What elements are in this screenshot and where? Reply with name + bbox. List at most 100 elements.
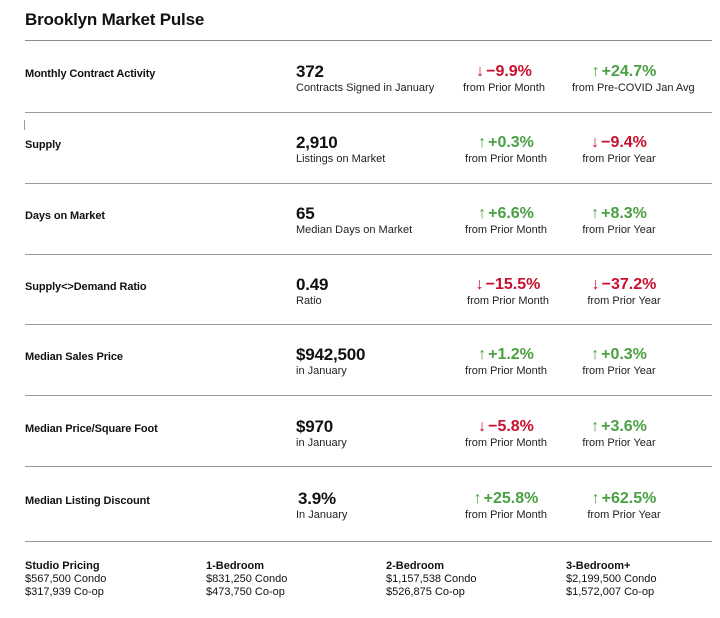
arrow-up-icon: ↑ bbox=[591, 346, 600, 363]
footer-condo-price: $567,500 Condo bbox=[25, 573, 107, 585]
metric-row-listing-discount: Median Listing Discount 3.9% In January … bbox=[0, 467, 720, 537]
metric-row-supply: Supply 2,910 Listings on Market ↑ +0.3% f… bbox=[0, 113, 720, 183]
footer-2-bedroom: 2-Bedroom $1,157,538 Condo $526,875 Co-o… bbox=[386, 560, 477, 599]
change-comparison: ↑ +0.3% from Prior Year bbox=[567, 345, 671, 378]
change-value: +62.5% bbox=[601, 490, 657, 507]
change-value: +25.8% bbox=[483, 490, 539, 507]
metric-subtext: Ratio bbox=[296, 295, 322, 307]
metric-subtext: Listings on Market bbox=[296, 153, 386, 165]
change-caption: from Pre-COVID Jan Avg bbox=[572, 82, 695, 94]
change-value: +8.3% bbox=[601, 205, 647, 222]
metric-subtext: Median Days on Market bbox=[296, 224, 413, 236]
footer-coop-price: $473,750 Co-op bbox=[206, 586, 285, 598]
footer-coop-price: $526,875 Co-op bbox=[386, 586, 465, 598]
change-caption: from Prior Year bbox=[582, 224, 656, 236]
change-caption: from Prior Month bbox=[463, 82, 545, 94]
arrow-up-icon: ↑ bbox=[473, 490, 482, 507]
change-prior-month: ↓ −15.5% from Prior Month bbox=[456, 275, 560, 308]
change-value: −15.5% bbox=[485, 276, 541, 293]
change-caption: from Prior Month bbox=[465, 224, 547, 236]
arrow-down-icon: ↓ bbox=[475, 276, 484, 293]
footer-heading: 1-Bedroom bbox=[206, 560, 265, 572]
footer-heading: 3-Bedroom+ bbox=[566, 560, 631, 572]
change-value: −9.4% bbox=[601, 134, 647, 151]
arrow-up-icon: ↑ bbox=[591, 418, 600, 435]
change-comparison: ↑ +8.3% from Prior Year bbox=[567, 204, 671, 237]
change-caption: from Prior Year bbox=[582, 437, 656, 449]
footer-heading: Studio Pricing bbox=[25, 560, 100, 572]
footer-condo-price: $2,199,500 Condo bbox=[566, 573, 657, 585]
change-comparison: ↓ −9.4% from Prior Year bbox=[567, 133, 671, 166]
change-prior-month: ↑ +25.8% from Prior Month bbox=[454, 489, 558, 522]
footer-coop-price: $1,572,007 Co-op bbox=[566, 586, 655, 598]
metric-label: Median Price/Square Foot bbox=[25, 423, 158, 435]
arrow-down-icon: ↓ bbox=[591, 276, 600, 293]
metric-subtext: In January bbox=[296, 509, 348, 521]
change-caption: from Prior Month bbox=[465, 365, 547, 377]
change-caption: from Prior Month bbox=[465, 437, 547, 449]
metric-value: 65 bbox=[296, 204, 315, 223]
metric-row-contract-activity: Monthly Contract Activity 372 Contracts … bbox=[0, 41, 720, 111]
metric-row-median-sales-price: Median Sales Price $942,500 in January ↑… bbox=[0, 325, 720, 395]
footer-heading: 2-Bedroom bbox=[386, 560, 445, 572]
change-prior-month: ↑ +6.6% from Prior Month bbox=[454, 204, 558, 237]
arrow-down-icon: ↓ bbox=[476, 63, 485, 80]
change-prior-month: ↓ −5.8% from Prior Month bbox=[454, 417, 558, 450]
metric-value: $942,500 bbox=[296, 345, 366, 364]
metric-value: $970 bbox=[296, 417, 334, 436]
change-value: +1.2% bbox=[488, 346, 534, 363]
change-value: −9.9% bbox=[486, 63, 532, 80]
arrow-up-icon: ↑ bbox=[591, 205, 600, 222]
row-divider bbox=[25, 254, 712, 255]
header-divider bbox=[25, 40, 712, 41]
change-caption: from Prior Month bbox=[465, 509, 547, 521]
arrow-up-icon: ↑ bbox=[478, 346, 487, 363]
change-comparison: ↓ −37.2% from Prior Year bbox=[572, 275, 676, 308]
metric-value: 372 bbox=[296, 62, 324, 81]
arrow-up-icon: ↑ bbox=[478, 205, 487, 222]
change-caption: from Prior Month bbox=[465, 153, 547, 165]
change-value: −5.8% bbox=[488, 418, 534, 435]
row-divider bbox=[25, 466, 712, 467]
change-caption: from Prior Month bbox=[467, 295, 549, 307]
row-divider bbox=[25, 324, 712, 325]
metric-subtext: in January bbox=[296, 437, 347, 449]
metric-row-price-per-square-foot: Median Price/Square Foot $970 in January… bbox=[0, 396, 720, 466]
change-comparison: ↑ +62.5% from Prior Year bbox=[572, 489, 676, 522]
footer-3-bedroom-plus: 3-Bedroom+ $2,199,500 Condo $1,572,007 C… bbox=[566, 560, 657, 599]
change-caption: from Prior Year bbox=[587, 509, 661, 521]
change-value: +24.7% bbox=[601, 63, 657, 80]
change-value: −37.2% bbox=[601, 276, 657, 293]
footer-studio-pricing: Studio Pricing $567,500 Condo $317,939 C… bbox=[25, 560, 106, 599]
change-value: +3.6% bbox=[601, 418, 647, 435]
change-value: +0.3% bbox=[488, 134, 534, 151]
row-divider bbox=[25, 541, 712, 542]
metric-label: Days on Market bbox=[25, 210, 105, 222]
metric-value: 0.49 bbox=[296, 275, 329, 294]
arrow-down-icon: ↓ bbox=[478, 418, 487, 435]
metric-label: Median Listing Discount bbox=[25, 495, 150, 507]
metric-row-supply-demand-ratio: Supply<>Demand Ratio 0.49 Ratio ↓ −15.5% … bbox=[0, 255, 720, 325]
arrow-up-icon: ↑ bbox=[591, 490, 600, 507]
row-divider bbox=[25, 112, 712, 113]
change-caption: from Prior Year bbox=[582, 365, 656, 377]
arrow-down-icon: ↓ bbox=[591, 134, 600, 151]
metric-label: Supply<>Demand Ratio bbox=[25, 281, 147, 293]
metric-label: Median Sales Price bbox=[25, 351, 123, 363]
metric-value: 3.9% bbox=[298, 489, 336, 508]
metric-row-days-on-market: Days on Market 65 Median Days on Market … bbox=[0, 184, 720, 254]
change-caption: from Prior Year bbox=[582, 153, 656, 165]
footer-1-bedroom: 1-Bedroom $831,250 Condo $473,750 Co-op bbox=[206, 560, 287, 599]
arrow-up-icon: ↑ bbox=[478, 134, 487, 151]
footer-condo-price: $1,157,538 Condo bbox=[386, 573, 477, 585]
row-divider bbox=[25, 183, 712, 184]
change-comparison: ↑ +24.7% from Pre-COVID Jan Avg bbox=[572, 62, 695, 95]
text-cursor bbox=[24, 120, 25, 130]
metric-label: Monthly Contract Activity bbox=[25, 68, 156, 80]
page-title: Brooklyn Market Pulse bbox=[25, 10, 205, 29]
metric-subtext: in January bbox=[296, 365, 347, 377]
change-prior-month: ↓ −9.9% from Prior Month bbox=[452, 62, 556, 95]
change-prior-month: ↑ +0.3% from Prior Month bbox=[454, 133, 558, 166]
footer-coop-price: $317,939 Co-op bbox=[25, 586, 104, 598]
arrow-up-icon: ↑ bbox=[591, 63, 600, 80]
